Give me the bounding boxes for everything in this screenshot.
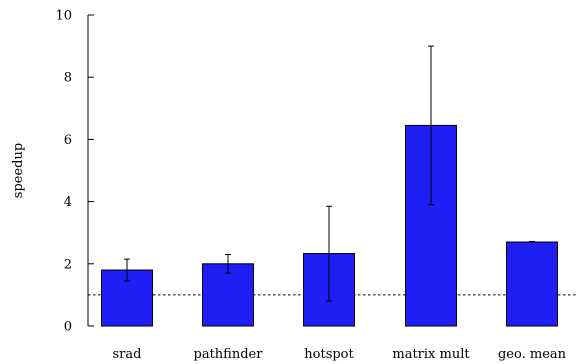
x-tick-label: hotspot (304, 347, 354, 362)
bar (506, 241, 558, 327)
y-tick-label: 0 (64, 320, 72, 335)
x-tick-label: geo. mean (498, 347, 567, 362)
y-tick-label: 8 (64, 71, 72, 86)
y-tick-label: 10 (55, 9, 72, 24)
y-tick-label: 4 (64, 195, 72, 210)
y-axis: 0 2 4 6 8 10 (55, 9, 94, 335)
y-axis-label: speedup (11, 143, 26, 198)
y-tick-label: 2 (64, 257, 72, 272)
bar (202, 263, 254, 327)
x-axis-labels: srad pathfinder hotspot matrix mult geo. mea… (113, 347, 567, 362)
x-tick-label: srad (113, 347, 142, 362)
error-bars (124, 45, 535, 302)
y-tick-label: 6 (64, 133, 72, 148)
x-tick-label: matrix mult (392, 347, 470, 362)
x-tick-label: pathfinder (194, 347, 264, 362)
